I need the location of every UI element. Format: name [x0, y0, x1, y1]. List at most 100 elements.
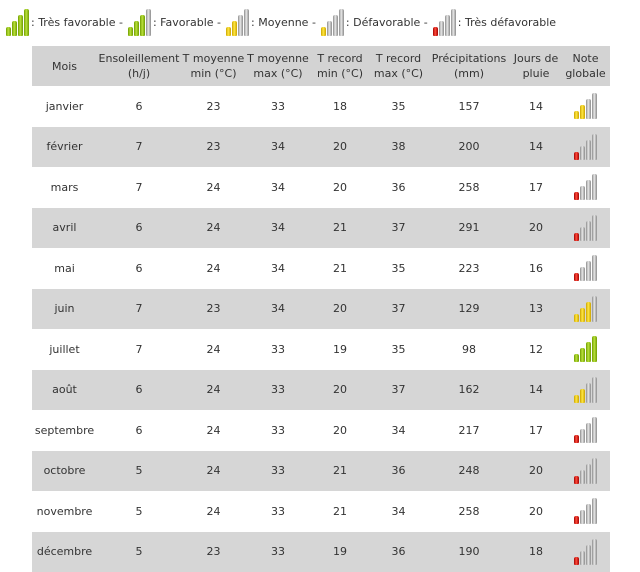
record-max-cell: 34	[370, 410, 427, 451]
rating-bar	[580, 470, 585, 484]
record-min-cell: 21	[310, 248, 370, 289]
rating-bar	[574, 354, 579, 362]
rain-days-cell: 14	[511, 127, 561, 168]
tmin-cell: 23	[181, 289, 246, 330]
rating-bar	[574, 233, 579, 241]
record-min-cell: 19	[310, 329, 370, 370]
header-ensoleillement: Ensoleillement (h/j)	[97, 46, 181, 86]
rating-bar	[586, 342, 591, 362]
record-max-cell: 36	[370, 532, 427, 572]
precipitation-cell: 248	[427, 451, 511, 492]
rating-bar	[433, 27, 438, 36]
rating-bar	[580, 186, 585, 200]
rating-bar	[339, 9, 344, 36]
rating-bars-icon	[574, 417, 597, 443]
precipitation-cell: 258	[427, 167, 511, 208]
note-cell	[561, 451, 610, 492]
legend-label: : Moyenne -	[251, 16, 316, 29]
header-t-moyenne-min: T moyenne min (°C)	[181, 46, 246, 86]
month-cell: août	[32, 370, 97, 411]
rain-days-cell: 12	[511, 329, 561, 370]
note-cell	[561, 86, 610, 127]
rating-bars-icon	[226, 9, 249, 36]
rating-bar	[586, 464, 591, 484]
note-cell	[561, 370, 610, 411]
note-cell	[561, 208, 610, 249]
precipitation-cell: 200	[427, 127, 511, 168]
header-mois: Mois	[32, 46, 97, 86]
legend-item: : Très favorable -	[6, 9, 128, 36]
sunshine-cell: 6	[97, 248, 181, 289]
rating-bar	[586, 180, 591, 200]
tmin-cell: 24	[181, 208, 246, 249]
rating-bar	[592, 539, 597, 565]
rating-bar	[592, 255, 597, 281]
rain-days-cell: 14	[511, 86, 561, 127]
sunshine-cell: 7	[97, 329, 181, 370]
rating-bar	[6, 27, 11, 36]
rating-bar	[134, 21, 139, 36]
rating-bar	[586, 221, 591, 241]
rating-bar	[592, 336, 597, 362]
tmin-cell: 23	[181, 86, 246, 127]
record-max-cell: 38	[370, 127, 427, 168]
record-min-cell: 18	[310, 86, 370, 127]
tmin-cell: 24	[181, 491, 246, 532]
record-min-cell: 21	[310, 208, 370, 249]
tmin-cell: 24	[181, 410, 246, 451]
rating-legend: : Très favorable -: Favorable -: Moyenne…	[6, 8, 561, 36]
tmin-cell: 23	[181, 532, 246, 572]
rating-bar	[592, 417, 597, 443]
precipitation-cell: 291	[427, 208, 511, 249]
note-cell	[561, 248, 610, 289]
rating-bar	[580, 146, 585, 160]
rain-days-cell: 13	[511, 289, 561, 330]
rating-bars-icon	[574, 377, 597, 403]
month-cell: mars	[32, 167, 97, 208]
rating-bar	[574, 314, 579, 322]
tmax-cell: 34	[246, 248, 310, 289]
month-cell: décembre	[32, 532, 97, 572]
record-max-cell: 37	[370, 289, 427, 330]
record-max-cell: 35	[370, 248, 427, 289]
legend-label: : Défavorable -	[346, 16, 428, 29]
tmax-cell: 34	[246, 289, 310, 330]
rating-bar	[574, 273, 579, 281]
rain-days-cell: 20	[511, 451, 561, 492]
precipitation-cell: 162	[427, 370, 511, 411]
sunshine-cell: 5	[97, 491, 181, 532]
rating-bar	[146, 9, 151, 36]
tmax-cell: 34	[246, 208, 310, 249]
rating-bars-icon	[574, 296, 597, 322]
precipitation-cell: 98	[427, 329, 511, 370]
legend-label: : Très défavorable	[458, 16, 556, 29]
rating-bar	[574, 395, 579, 403]
note-cell	[561, 289, 610, 330]
tmin-cell: 23	[181, 127, 246, 168]
precipitation-cell: 190	[427, 532, 511, 572]
sunshine-cell: 6	[97, 86, 181, 127]
rating-bar	[128, 27, 133, 36]
rating-bar	[574, 152, 579, 160]
rating-bar	[592, 174, 597, 200]
record-min-cell: 20	[310, 289, 370, 330]
tmax-cell: 33	[246, 451, 310, 492]
rating-bar	[238, 15, 243, 36]
rating-bar	[580, 105, 585, 119]
rating-bar	[12, 21, 17, 36]
precipitation-cell: 223	[427, 248, 511, 289]
rating-bar	[580, 348, 585, 362]
rating-bar	[586, 383, 591, 403]
record-min-cell: 19	[310, 532, 370, 572]
record-min-cell: 20	[310, 127, 370, 168]
rating-bar	[18, 15, 23, 36]
rating-bar	[586, 99, 591, 119]
sunshine-cell: 7	[97, 167, 181, 208]
record-min-cell: 20	[310, 410, 370, 451]
